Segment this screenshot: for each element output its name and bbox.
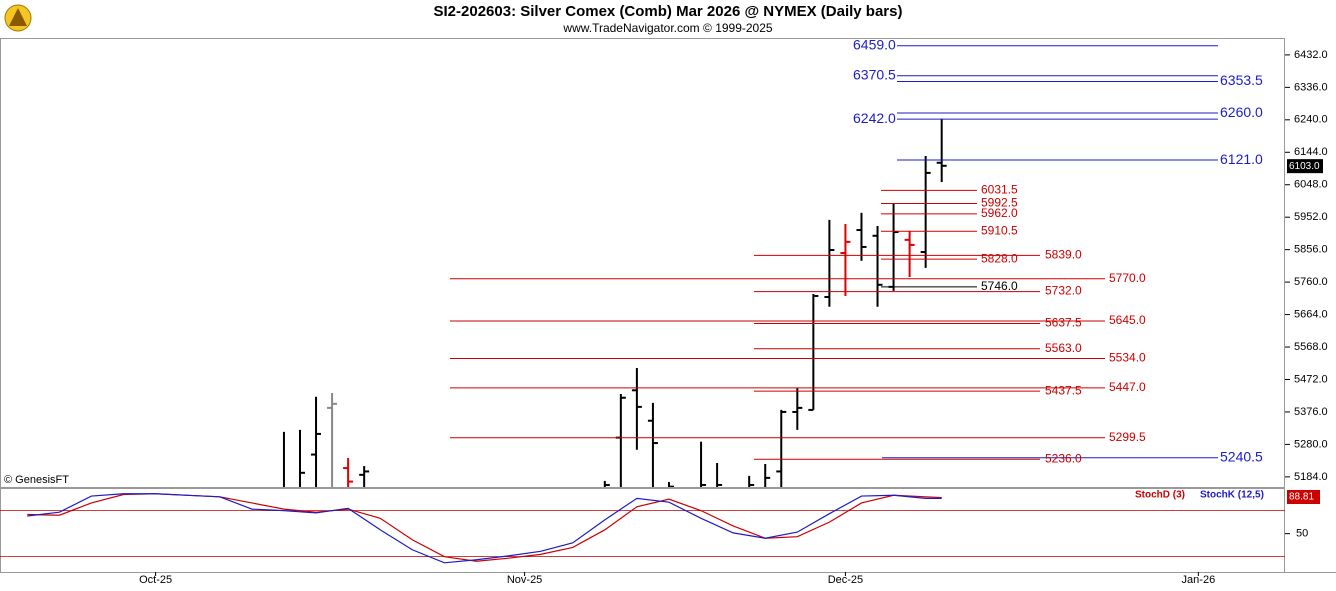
source: © GenesisFT xyxy=(4,474,69,486)
x-tick-label: Dec-25 xyxy=(828,574,863,586)
level-label: 5962.0 xyxy=(981,206,1018,220)
stoch-last-box xyxy=(1287,490,1320,504)
level-label: 5910.5 xyxy=(981,223,1018,237)
price-panel xyxy=(0,38,1285,488)
y-tick-label: 5568.0 xyxy=(1294,341,1328,353)
legend-entry: StochD (3) xyxy=(1135,490,1185,501)
level-label: 6031.5 xyxy=(981,182,1018,196)
y-tick-label: 5856.0 xyxy=(1294,244,1328,256)
level-label: 5563.0 xyxy=(1045,341,1082,355)
level-label: 5299.5 xyxy=(1109,430,1146,444)
level-label: 6242.0 xyxy=(853,110,896,126)
level-label: 6121.0 xyxy=(1220,151,1263,167)
y-tick-label: 5952.0 xyxy=(1294,211,1328,223)
level-label: 6370.5 xyxy=(853,66,896,82)
level-label: 5637.5 xyxy=(1045,316,1082,330)
level-label: 5770.0 xyxy=(1109,271,1146,285)
x-tick-label: Jan-26 xyxy=(1182,574,1216,586)
y-tick-label: 5184.0 xyxy=(1294,471,1328,483)
stoch-y-tick-label: 50 xyxy=(1296,528,1308,540)
level-label: 5534.0 xyxy=(1109,351,1146,365)
y-tick-label: 5664.0 xyxy=(1294,308,1328,320)
y-tick-label: 6336.0 xyxy=(1294,81,1328,93)
last-price-label: 6103.0 xyxy=(1289,161,1320,172)
x-tick-label: Nov-25 xyxy=(507,574,542,586)
y-tick-label: 5472.0 xyxy=(1294,373,1328,385)
level-label: 5746.0 xyxy=(981,279,1018,293)
last-price-box xyxy=(1287,159,1323,174)
y-tick-label: 6048.0 xyxy=(1294,179,1328,191)
legend-entry: StochK (12,5) xyxy=(1200,490,1264,501)
level-label: 5447.0 xyxy=(1109,380,1146,394)
chart-title: SI2-202603: Silver Comex (Comb) Mar 2026… xyxy=(434,3,903,20)
level-label: 5236.0 xyxy=(1045,451,1082,465)
y-tick-label: 6240.0 xyxy=(1294,114,1328,126)
level-label: 6260.0 xyxy=(1220,104,1263,120)
level-label: 6459.0 xyxy=(853,36,896,52)
level-label: 5645.0 xyxy=(1109,313,1146,327)
stoch-last-label: 88.81 xyxy=(1289,492,1314,503)
y-tick-label: 6432.0 xyxy=(1294,49,1328,61)
y-tick-label: 5376.0 xyxy=(1294,406,1328,418)
level-label: 5992.5 xyxy=(981,196,1018,210)
level-label: 5839.0 xyxy=(1045,248,1082,262)
logo xyxy=(4,4,32,32)
level-label: 6353.5 xyxy=(1220,72,1263,88)
level-label: 5828.0 xyxy=(981,251,1018,265)
level-label: 5240.5 xyxy=(1220,448,1263,464)
y-tick-label: 6144.0 xyxy=(1294,146,1328,158)
level-label: 5437.5 xyxy=(1045,383,1082,397)
level-label: 5732.0 xyxy=(1045,284,1082,298)
chart-subtitle: www.TradeNavigator.com © 1999-2025 xyxy=(562,21,772,35)
stoch-line xyxy=(27,493,942,564)
x-tick-label: Oct-25 xyxy=(139,574,172,586)
y-tick-label: 5280.0 xyxy=(1294,438,1328,450)
y-tick-label: 5760.0 xyxy=(1294,276,1328,288)
